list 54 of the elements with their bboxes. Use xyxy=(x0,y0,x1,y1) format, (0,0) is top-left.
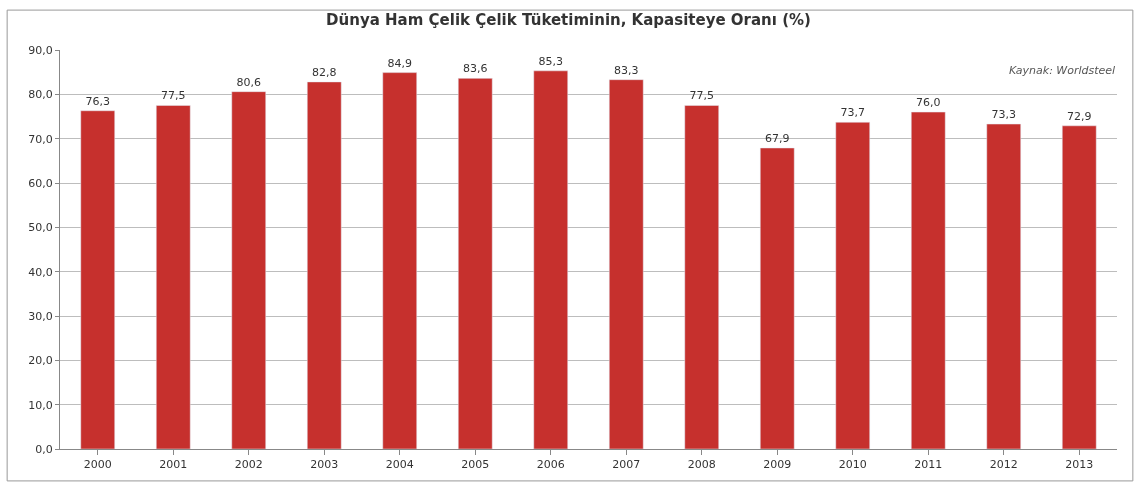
y-tick-label: 90,0 xyxy=(28,43,53,57)
x-tick-label: 2003 xyxy=(310,458,339,472)
y-tick-label: 40,0 xyxy=(28,265,53,279)
y-tick-label: 60,0 xyxy=(28,176,53,190)
data-label: 80,6 xyxy=(236,75,261,89)
bar xyxy=(1062,125,1097,449)
chart-title: Dünya Ham Çelik Çelik Tüketiminin, Kapasiteye Oranı (%) xyxy=(326,11,811,30)
bar xyxy=(231,91,266,449)
y-tick-label: 20,0 xyxy=(28,354,53,368)
x-tick-label: 2009 xyxy=(763,458,792,472)
x-tick-label: 2010 xyxy=(838,458,867,472)
annotation: Kaynak: Worldsteel xyxy=(1009,64,1116,77)
data-label: 72,9 xyxy=(1067,109,1092,123)
data-label: 73,7 xyxy=(840,106,865,120)
bar xyxy=(911,111,946,449)
data-label: 76,3 xyxy=(85,94,110,108)
data-label: 83,6 xyxy=(463,62,488,76)
data-label: 83,3 xyxy=(614,63,639,77)
data-label: 85,3 xyxy=(538,54,563,68)
bar xyxy=(458,78,493,449)
x-tick-label: 2001 xyxy=(159,458,188,472)
bar xyxy=(533,70,568,449)
y-tick-label: 80,0 xyxy=(28,88,53,102)
x-tick-label: 2008 xyxy=(687,458,716,472)
data-label: 73,3 xyxy=(991,108,1016,122)
bar xyxy=(684,105,719,449)
data-label: 82,8 xyxy=(312,65,337,79)
y-tick-label: 70,0 xyxy=(28,132,53,146)
x-tick-label: 2013 xyxy=(1065,458,1094,472)
y-tick-label: 30,0 xyxy=(28,309,53,323)
data-label: 77,5 xyxy=(161,89,186,103)
y-tick-label: 50,0 xyxy=(28,221,53,235)
bar xyxy=(835,122,870,449)
bar xyxy=(156,105,191,449)
x-tick-label: 2002 xyxy=(234,458,263,472)
bar xyxy=(986,123,1021,449)
x-tick-label: 2004 xyxy=(385,458,414,472)
x-tick-label: 2006 xyxy=(536,458,565,472)
x-tick-label: 2011 xyxy=(914,458,943,472)
bar xyxy=(80,110,115,449)
data-label: 67,9 xyxy=(765,131,790,145)
data-label: 77,5 xyxy=(689,89,714,103)
bar xyxy=(382,72,417,449)
bar xyxy=(609,79,644,449)
data-label: 76,0 xyxy=(916,96,941,110)
x-tick-label: 2000 xyxy=(83,458,112,472)
y-tick-label: 0,0 xyxy=(35,442,53,456)
x-tick-label: 2012 xyxy=(989,458,1018,472)
data-label: 84,9 xyxy=(387,56,412,70)
x-tick-label: 2005 xyxy=(461,458,490,472)
bar xyxy=(307,81,342,449)
x-tick-label: 2007 xyxy=(612,458,641,472)
y-tick-label: 10,0 xyxy=(28,398,53,412)
bar xyxy=(760,147,795,449)
